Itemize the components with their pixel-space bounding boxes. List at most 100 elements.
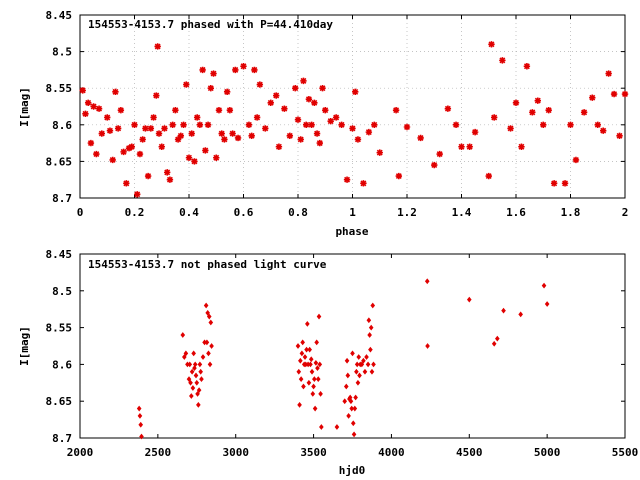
unphased-chart-data-point: [354, 361, 360, 368]
unphased-chart-x-tick-label: 2000: [67, 446, 94, 459]
phased-chart-data-point: [534, 97, 541, 104]
unphased-chart-y-tick-label: 8.6: [52, 358, 72, 371]
phased-chart-data-point: [253, 114, 261, 121]
unphased-chart-data-point: [355, 379, 361, 386]
phased-chart-data-point: [125, 145, 133, 152]
unphased-chart-data-point: [189, 368, 195, 375]
phased-chart-data-point: [616, 132, 623, 139]
unphased-chart-x-label: hjd0: [339, 464, 366, 477]
phased-chart-data-point: [471, 128, 479, 136]
phased-chart-x-tick-label: 0.2: [125, 206, 145, 219]
unphased-chart-data-point: [350, 350, 355, 357]
unphased-chart-data-point: [193, 372, 199, 379]
unphased-chart-data-point: [366, 317, 372, 324]
phased-chart-data-point: [580, 109, 588, 116]
unphased-chart-data-point: [206, 313, 212, 320]
phased-chart-data-point: [491, 114, 498, 121]
unphased-chart-data-point: [315, 376, 321, 383]
phased-chart-data-point: [150, 114, 157, 121]
unphased-chart-x-ticks: 2000 2500 3000 3500 4000 4500 5000 5500: [67, 254, 638, 459]
phased-chart-data-point: [245, 121, 253, 128]
unphased-chart-data-point: [501, 307, 506, 314]
unphased-chart-data-point: [371, 361, 376, 368]
phased-chart-data-point: [223, 88, 231, 96]
unphased-chart-data-point: [189, 393, 194, 399]
phased-chart-data-point: [229, 130, 236, 137]
unphased-chart-data-point: [356, 354, 362, 360]
unphased-chart-data-point: [346, 413, 351, 419]
phased-chart-data-point: [529, 109, 536, 116]
phased-chart-data-point: [313, 130, 321, 137]
unphased-chart-data-point: [307, 346, 312, 353]
unphased-chart-data-point: [136, 405, 142, 412]
phased-chart-title: 154553-4153.7 phased with P=44.410day: [88, 18, 333, 31]
unphased-chart-data-point: [370, 302, 376, 309]
phased-chart-data-point: [354, 136, 362, 143]
phased-chart-data-point: [365, 128, 373, 136]
phased-chart-data-point: [343, 176, 351, 183]
unphased-chart-data-point: [200, 354, 206, 360]
unphased-chart-data-point: [205, 309, 210, 316]
phased-chart-y-tick-label: 8.7: [52, 192, 72, 205]
unphased-chart-data-point: [312, 405, 318, 412]
phased-chart-data-point: [327, 117, 334, 125]
unphased-chart-data-point: [198, 368, 203, 375]
unphased-chart-data-point: [541, 282, 547, 289]
unphased-chart-data-point: [308, 356, 314, 363]
unphased-chart-data-point: [369, 368, 375, 375]
unphased-chart-data-point: [207, 361, 213, 368]
phased-chart-data-point: [183, 81, 190, 88]
phased-chart-x-tick-label: 1.4: [452, 206, 472, 219]
phased-chart-data-point: [545, 106, 552, 114]
unphased-chart-data-point: [365, 361, 371, 368]
phased-chart-x-tick-label: 0.4: [179, 206, 199, 219]
phased-chart-data-point: [202, 147, 209, 154]
unphased-chart-data-point: [301, 383, 306, 390]
phased-chart-data-point: [117, 106, 125, 114]
unphased-chart-y-tick-label: 8.7: [52, 432, 72, 445]
unphased-chart-data-point: [352, 405, 358, 412]
unphased-chart-data-point: [199, 376, 204, 383]
unphased-chart-data-point: [425, 343, 430, 349]
phased-chart-data-point: [204, 121, 212, 128]
unphased-chart-data-point: [183, 350, 189, 357]
unphased-chart-data-point: [139, 433, 144, 440]
unphased-chart-data-point: [196, 401, 201, 408]
unphased-chart-title: 154553-4153.7 not phased light curve: [88, 258, 327, 271]
phased-chart-data-point: [79, 87, 86, 94]
phased-chart-data-point: [142, 125, 149, 132]
unphased-chart-data-point: [297, 401, 302, 408]
phased-chart-data-point: [144, 172, 152, 180]
phased-chart-data-point: [352, 88, 359, 96]
phased-chart-data-point: [294, 116, 302, 123]
phased-chart-y-ticks: 8.45 8.5 8.55 8.6 8.65 8.7: [46, 9, 625, 205]
unphased-chart-data-point: [362, 368, 368, 375]
phased-chart-data-point: [174, 136, 182, 143]
phased-chart-data-point: [93, 150, 100, 158]
unphased-chart-data-point: [319, 424, 324, 430]
phased-chart-y-tick-label: 8.55: [46, 82, 73, 95]
unphased-chart-data-point: [304, 346, 309, 353]
phased-chart-data-point: [154, 43, 161, 50]
phased-chart-data-point: [594, 121, 601, 128]
phased-chart-data-point: [308, 121, 315, 128]
unphased-chart-data-point: [357, 372, 362, 379]
phased-chart-y-label: I[mag]: [18, 87, 31, 127]
unphased-chart-data-point: [195, 390, 200, 397]
unphased-chart-data-point: [312, 376, 317, 383]
phased-chart-data-point: [164, 169, 171, 176]
unphased-chart-data-point: [182, 354, 187, 360]
phased-chart-x-tick-label: 0: [77, 206, 84, 219]
unphased-chart-data-point: [518, 311, 523, 318]
unphased-chart-data-point: [191, 350, 196, 357]
phased-chart-data-point: [172, 106, 179, 114]
phased-chart-data-point: [360, 180, 367, 187]
unphased-chart-data-point: [351, 431, 357, 438]
unphased-chart-data-point: [345, 372, 351, 379]
phased-chart-data-point: [589, 94, 596, 101]
unphased-chart-data-point: [197, 361, 203, 368]
unphased-chart-data-point: [368, 346, 373, 353]
unphased-chart-data-point: [349, 405, 355, 412]
phased-chart-data-point: [311, 99, 318, 107]
unphased-chart-data-point: [180, 332, 186, 338]
